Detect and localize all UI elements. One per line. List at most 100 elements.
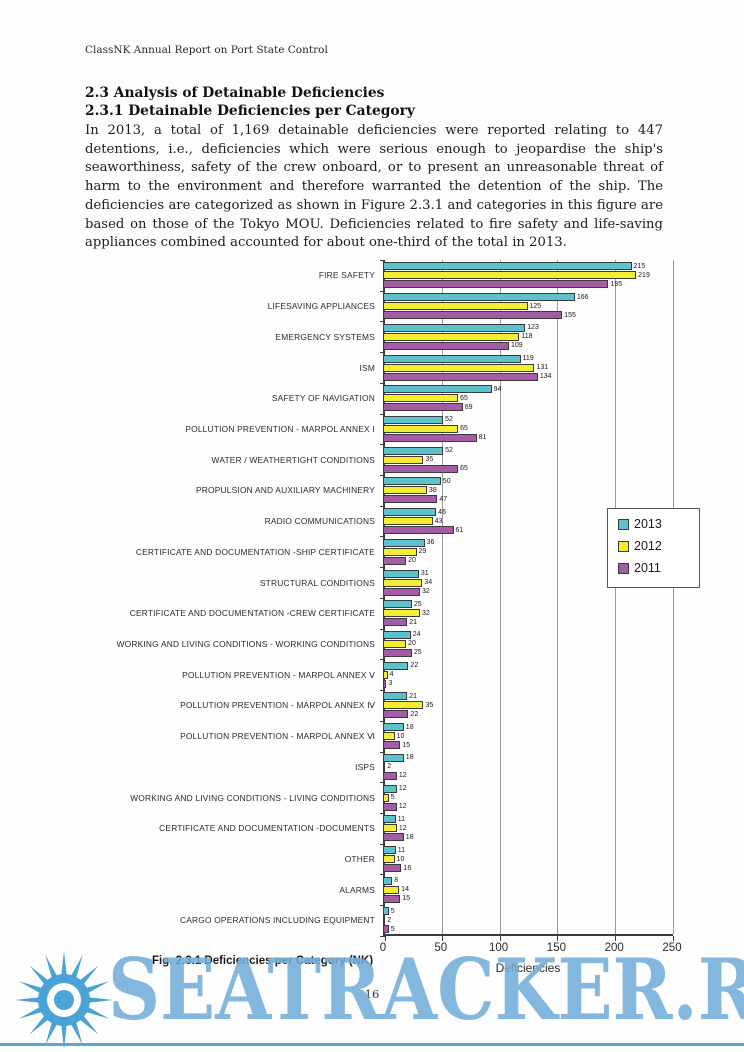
y-axis-tick — [380, 321, 385, 323]
bar-2011 — [383, 556, 407, 565]
bar-value: 21 — [409, 692, 418, 700]
bar-2012 — [383, 455, 424, 464]
bar-value: 215 — [633, 262, 646, 270]
x-axis-tick-label: 50 — [434, 942, 448, 954]
category-label: EMERGENCY SYSTEMS — [275, 331, 375, 342]
bar-2012 — [383, 302, 528, 311]
bar-value: 12 — [398, 824, 407, 832]
subsection-heading: 2.3.1 Detainable Deficiencies per Catego… — [85, 103, 415, 119]
bar-2011 — [383, 925, 389, 934]
bar-2013 — [383, 293, 575, 302]
bottom-divider-line — [0, 1043, 744, 1046]
bar-2012 — [383, 639, 407, 648]
x-axis-tick-label: 200 — [604, 942, 624, 954]
bar-value: 125 — [529, 302, 542, 310]
bar-2011 — [383, 372, 538, 381]
category-label: CERTIFICATE AND DOCUMENTATION -SHIP CERT… — [135, 546, 375, 557]
bar-value: 25 — [413, 649, 422, 657]
bar-2011 — [383, 280, 609, 289]
category-label: PROPULSION AND AUXILIARY MACHINERY — [195, 485, 375, 496]
bar-2011 — [383, 433, 477, 442]
legend-swatch-icon — [618, 562, 629, 574]
bar-group: 24 20 25 — [383, 630, 683, 657]
bar-value: 32 — [421, 609, 430, 617]
category-label: CERTIFICATE AND DOCUMENTATION -CREW CERT… — [129, 608, 375, 619]
bar-group: 12 5 12 — [383, 784, 683, 811]
bar-value: 8 — [394, 877, 399, 885]
chart-row: ALARMS 8 14 15 — [0, 874, 744, 905]
legend-swatch-icon — [618, 540, 629, 552]
x-axis-tick — [499, 936, 501, 941]
bar-value: 61 — [455, 526, 464, 534]
bar-value: 50 — [442, 477, 451, 485]
bar-2012 — [383, 486, 427, 495]
category-label: CARGO OPERATIONS INCLUDING EQUIPMENT — [179, 915, 375, 926]
bar-value: 34 — [424, 579, 433, 587]
category-label: LIFESAVING APPLIANCES — [267, 301, 375, 312]
bar-value: 65 — [460, 425, 468, 433]
bar-2011 — [383, 710, 409, 719]
bar-value: 155 — [564, 311, 576, 319]
y-axis-tick — [380, 413, 385, 415]
bar-2012 — [383, 271, 637, 280]
bar-2013 — [383, 784, 397, 793]
bar-value: 4 — [389, 671, 394, 679]
chart-row: STRUCTURAL CONDITIONS 31 34 32 — [0, 567, 744, 598]
bar-value: 25 — [413, 600, 422, 608]
bar-value: 94 — [493, 385, 502, 393]
chart-row: OTHER 11 10 16 — [0, 844, 744, 875]
bar-value: 119 — [522, 355, 534, 363]
bar-2011 — [383, 403, 463, 412]
category-label: ISM — [359, 362, 375, 373]
chart-row: ISPS 18 2 12 — [0, 752, 744, 783]
bar-value: 52 — [445, 416, 453, 424]
chart-row: WORKING AND LIVING CONDITIONS - WORKING … — [0, 629, 744, 660]
bar-group: 166 125 155 — [383, 293, 683, 320]
chart-legend: 2013 2012 2011 — [607, 508, 700, 588]
bar-value: 131 — [536, 364, 549, 372]
gridline — [673, 260, 674, 934]
bar-2013 — [383, 753, 404, 762]
y-axis-tick — [380, 659, 385, 661]
bar-value: 46 — [438, 508, 446, 516]
bar-2011 — [383, 648, 412, 657]
bar-2012 — [383, 916, 386, 925]
bar-2011 — [383, 495, 438, 504]
category-label: FIRE SAFETY — [318, 270, 375, 281]
bar-value: 5 — [390, 794, 395, 802]
bar-value: 81 — [478, 434, 487, 442]
gridline — [557, 260, 559, 934]
y-axis-tick — [380, 935, 385, 937]
bar-value: 11 — [397, 846, 405, 854]
bar-2013 — [383, 846, 396, 855]
page-number: 16 — [364, 987, 380, 1001]
bar-2013 — [383, 692, 408, 701]
bar-2012 — [383, 363, 535, 372]
bar-value: 14 — [401, 886, 409, 894]
bar-2012 — [383, 609, 420, 618]
bar-2011 — [383, 771, 397, 780]
bar-2013 — [383, 569, 419, 578]
bar-value: 36 — [426, 539, 435, 547]
figure-caption: Fig. 2.3.1 Deficiencies per Category (NK… — [152, 955, 374, 967]
bar-group: 94 65 69 — [383, 385, 683, 412]
bar-group: 52 35 65 — [383, 446, 683, 473]
category-label: POLLUTION PREVENTION - MARPOL ANNEX Ⅰ — [185, 423, 375, 434]
y-axis-tick — [380, 874, 385, 876]
category-label: RADIO COMMUNICATIONS — [264, 516, 375, 527]
category-label: STRUCTURAL CONDITIONS — [259, 577, 375, 588]
bar-group: 11 10 16 — [383, 846, 683, 873]
bar-value: 18 — [405, 833, 414, 841]
bar-value: 22 — [410, 662, 419, 670]
bar-value: 52 — [445, 447, 453, 455]
x-axis-tick — [615, 936, 617, 941]
bar-group: 50 38 47 — [383, 477, 683, 504]
bar-value: 43 — [434, 517, 443, 525]
bar-group: 18 10 15 — [383, 723, 683, 750]
bar-value: 3 — [388, 680, 393, 688]
bar-value: 5 — [390, 925, 395, 933]
legend-item: 2013 — [618, 517, 699, 531]
bar-group: 46 43 61 — [383, 508, 683, 535]
chart-row: CARGO OPERATIONS INCLUDING EQUIPMENT 5 2 5 — [0, 905, 744, 936]
bar-2013 — [383, 538, 425, 547]
